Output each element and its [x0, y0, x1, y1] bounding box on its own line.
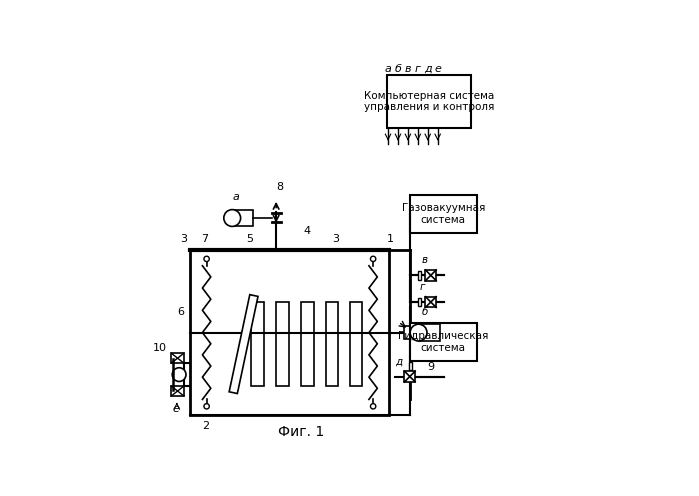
Text: в: в: [405, 64, 411, 74]
Polygon shape: [229, 295, 258, 393]
Text: 8: 8: [276, 183, 284, 192]
Circle shape: [204, 404, 209, 409]
Bar: [171, 353, 184, 363]
Text: в: в: [421, 255, 427, 265]
Text: б: б: [422, 307, 428, 316]
Circle shape: [370, 404, 376, 409]
Bar: [252, 302, 264, 386]
Text: б: б: [394, 64, 401, 74]
Text: а: а: [384, 64, 391, 74]
Text: д: д: [396, 357, 403, 367]
Text: е: е: [434, 64, 441, 74]
Bar: [410, 195, 477, 233]
Bar: [387, 75, 471, 128]
Bar: [326, 302, 338, 386]
Bar: [426, 297, 436, 308]
Text: 1: 1: [387, 234, 394, 244]
Text: 10: 10: [152, 343, 166, 353]
Bar: [301, 302, 314, 386]
Bar: [171, 386, 184, 396]
Text: Газовакуумная
система: Газовакуумная система: [401, 203, 485, 225]
Bar: [410, 323, 477, 361]
Circle shape: [410, 324, 427, 341]
Circle shape: [224, 210, 240, 226]
Text: 6: 6: [177, 307, 184, 316]
Text: 3: 3: [333, 234, 340, 244]
Text: 4: 4: [303, 226, 311, 237]
Bar: [190, 250, 389, 415]
Bar: [419, 324, 440, 341]
Bar: [405, 371, 415, 382]
Bar: [276, 302, 289, 386]
Bar: [426, 270, 436, 281]
Text: д: д: [424, 64, 431, 74]
Bar: [350, 302, 363, 386]
Text: Гидравлическая
система: Гидравлическая система: [398, 331, 489, 353]
Text: Фиг. 1: Фиг. 1: [278, 425, 324, 439]
Circle shape: [204, 256, 209, 261]
Bar: [404, 326, 410, 339]
Bar: [418, 271, 421, 280]
Bar: [232, 210, 253, 226]
Circle shape: [172, 368, 186, 381]
Bar: [418, 298, 421, 306]
Text: Компьютерная система
управления и контроля: Компьютерная система управления и контро…: [363, 91, 494, 112]
Circle shape: [370, 256, 376, 261]
Text: 7: 7: [201, 234, 208, 244]
Text: г: г: [415, 64, 421, 74]
Text: 5: 5: [247, 234, 254, 244]
Text: 2: 2: [202, 421, 209, 431]
Text: е: е: [172, 404, 179, 414]
Text: 9: 9: [427, 362, 434, 372]
Text: 3: 3: [180, 234, 187, 244]
Bar: [410, 362, 412, 370]
Text: а: а: [233, 192, 240, 202]
Text: г: г: [419, 282, 425, 292]
